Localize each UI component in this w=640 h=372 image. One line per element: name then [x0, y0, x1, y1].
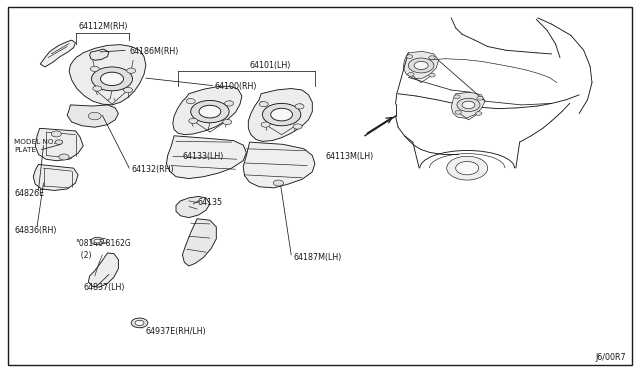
Circle shape [456, 161, 479, 175]
Circle shape [55, 140, 63, 144]
Polygon shape [67, 105, 118, 127]
Circle shape [408, 73, 414, 76]
Text: °08146-8162G
  (2): °08146-8162G (2) [76, 239, 131, 260]
Circle shape [429, 73, 435, 77]
Circle shape [414, 61, 428, 70]
Circle shape [88, 112, 101, 120]
Circle shape [124, 87, 132, 93]
Circle shape [131, 318, 148, 328]
Text: 64112M(RH): 64112M(RH) [78, 22, 127, 31]
Circle shape [93, 86, 102, 91]
Circle shape [59, 154, 69, 160]
Polygon shape [69, 45, 146, 105]
Text: 64132(RH): 64132(RH) [131, 165, 174, 174]
Text: 64836(RH): 64836(RH) [14, 226, 56, 235]
Text: J6/00R7: J6/00R7 [595, 353, 626, 362]
Circle shape [271, 108, 292, 121]
Circle shape [261, 122, 270, 127]
Polygon shape [35, 128, 83, 161]
Circle shape [90, 66, 99, 71]
Text: 64135: 64135 [197, 198, 222, 207]
Circle shape [127, 68, 136, 73]
Text: 64101(LH): 64101(LH) [250, 61, 291, 70]
Text: 64837(LH): 64837(LH) [83, 283, 125, 292]
Circle shape [92, 67, 132, 91]
Circle shape [447, 156, 488, 180]
Circle shape [454, 95, 460, 99]
Circle shape [462, 101, 475, 109]
Polygon shape [176, 196, 210, 218]
Polygon shape [451, 92, 485, 118]
Circle shape [191, 100, 229, 123]
Polygon shape [243, 142, 315, 188]
Circle shape [455, 110, 461, 114]
Polygon shape [173, 86, 242, 135]
Polygon shape [90, 49, 109, 60]
Circle shape [135, 320, 144, 326]
Polygon shape [40, 40, 76, 67]
Polygon shape [248, 89, 312, 141]
Circle shape [189, 118, 198, 124]
Circle shape [186, 99, 195, 104]
Text: 64826E: 64826E [14, 189, 44, 198]
Circle shape [199, 105, 221, 118]
Text: 64937E(RH/LH): 64937E(RH/LH) [146, 327, 207, 336]
Circle shape [408, 58, 434, 73]
Circle shape [91, 237, 104, 245]
Circle shape [293, 124, 302, 129]
Text: 64113M(LH): 64113M(LH) [325, 153, 373, 161]
Text: 64187M(LH): 64187M(LH) [293, 253, 342, 262]
Text: 64133(LH): 64133(LH) [182, 153, 224, 161]
Circle shape [406, 55, 413, 58]
Circle shape [477, 96, 483, 100]
Circle shape [429, 56, 435, 60]
Circle shape [225, 101, 234, 106]
Circle shape [100, 72, 124, 86]
Circle shape [262, 103, 301, 126]
Circle shape [457, 98, 480, 112]
Polygon shape [88, 253, 118, 287]
Circle shape [476, 112, 482, 115]
Circle shape [51, 131, 61, 137]
Text: 64100(RH): 64100(RH) [214, 82, 257, 91]
Polygon shape [403, 51, 438, 79]
Circle shape [259, 102, 268, 107]
Polygon shape [33, 164, 78, 190]
Circle shape [295, 104, 304, 109]
Polygon shape [166, 136, 246, 179]
Text: MODEL NO.
PLATE: MODEL NO. PLATE [14, 139, 56, 153]
Circle shape [94, 239, 100, 243]
Circle shape [273, 180, 284, 186]
Text: 64186M(RH): 64186M(RH) [129, 47, 179, 56]
Polygon shape [182, 219, 216, 266]
Circle shape [223, 119, 232, 125]
